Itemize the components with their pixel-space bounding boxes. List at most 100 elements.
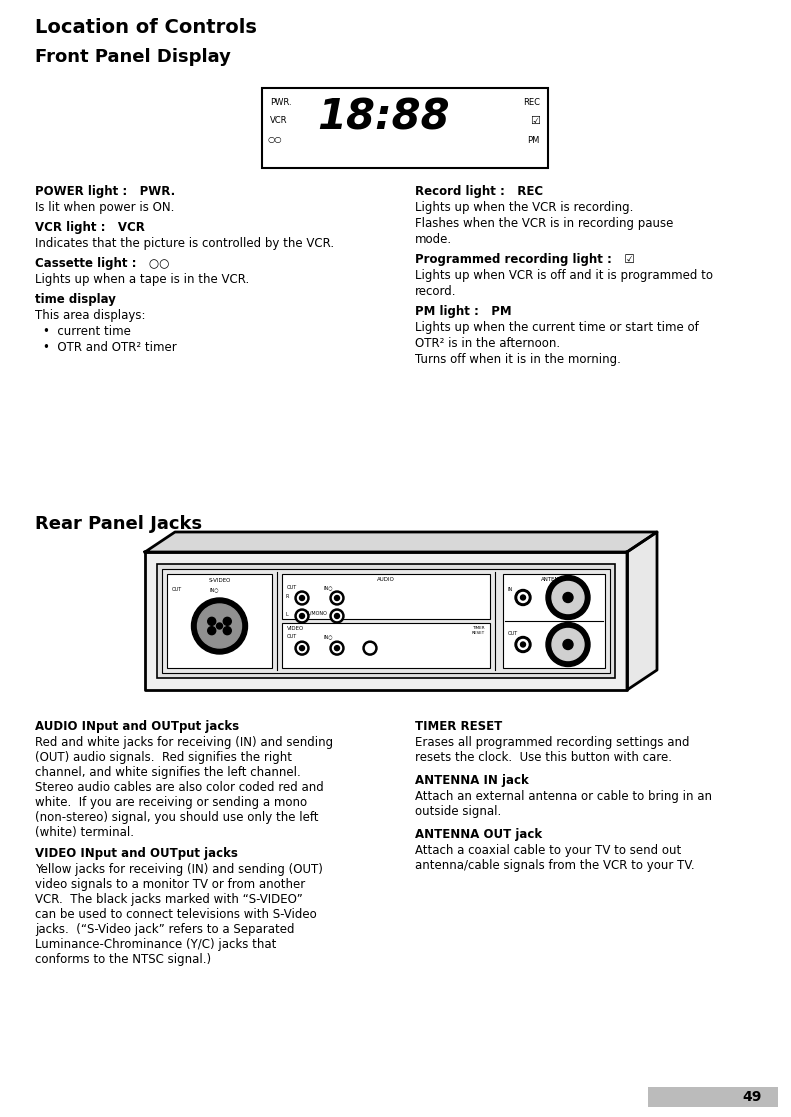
Circle shape [330,591,344,605]
Circle shape [297,593,306,602]
Circle shape [335,646,339,650]
Text: outside signal.: outside signal. [415,805,501,818]
Text: PM light :   PM: PM light : PM [415,305,512,318]
Circle shape [335,613,339,619]
Circle shape [300,646,305,650]
Text: ○○: ○○ [268,135,282,144]
Text: AUDIO INput and OUTput jacks: AUDIO INput and OUTput jacks [35,720,239,733]
Text: Attach an external antenna or cable to bring in an: Attach an external antenna or cable to b… [415,790,712,803]
Text: VIDEO: VIDEO [287,627,305,631]
Text: Flashes when the VCR is in recording pause: Flashes when the VCR is in recording pau… [415,217,673,230]
Text: record.: record. [415,285,456,298]
Text: R: R [285,594,289,599]
Text: 18:88: 18:88 [317,96,449,139]
Text: AUDIO: AUDIO [377,577,395,582]
Text: Programmed recording light :   ☑: Programmed recording light : ☑ [415,252,634,266]
Text: ANTENNA IN jack: ANTENNA IN jack [415,774,528,787]
Text: VIDEO INput and OUTput jacks: VIDEO INput and OUTput jacks [35,847,238,860]
Text: ANTENNA: ANTENNA [541,577,567,582]
Text: Record light :   REC: Record light : REC [415,185,543,198]
Circle shape [198,604,241,648]
Text: Cassette light :   ○○: Cassette light : ○○ [35,257,169,270]
Circle shape [295,591,309,605]
Circle shape [552,582,584,613]
Text: •  current time: • current time [43,325,131,338]
Circle shape [518,592,528,602]
Text: Red and white jacks for receiving (IN) and sending: Red and white jacks for receiving (IN) a… [35,736,333,750]
Circle shape [546,622,590,667]
FancyBboxPatch shape [282,574,490,619]
Text: S-VIDEO: S-VIDEO [208,577,231,583]
Circle shape [365,643,374,652]
Text: white.  If you are receiving or sending a mono: white. If you are receiving or sending a… [35,796,307,809]
Text: Erases all programmed recording settings and: Erases all programmed recording settings… [415,736,690,750]
Text: POWER light :   PWR.: POWER light : PWR. [35,185,176,198]
Text: PWR.: PWR. [270,98,292,107]
Text: Lights up when the current time or start time of: Lights up when the current time or start… [415,321,698,334]
FancyBboxPatch shape [162,569,610,674]
Circle shape [300,613,305,619]
Text: Location of Controls: Location of Controls [35,18,257,37]
Circle shape [332,611,342,621]
Text: 49: 49 [743,1090,762,1104]
Text: mode.: mode. [415,233,452,246]
Circle shape [330,609,344,623]
Text: ANTENNA OUT jack: ANTENNA OUT jack [415,828,542,841]
Text: VCR.  The black jacks marked with “S-VIDEO”: VCR. The black jacks marked with “S-VIDE… [35,892,303,906]
Circle shape [223,627,231,634]
Circle shape [518,640,528,649]
FancyBboxPatch shape [648,1087,778,1107]
Circle shape [297,643,306,652]
Circle shape [335,595,339,601]
Circle shape [332,643,342,652]
Text: Turns off when it is in the morning.: Turns off when it is in the morning. [415,353,621,366]
Text: Lights up when a tape is in the VCR.: Lights up when a tape is in the VCR. [35,273,249,286]
Text: (non-stereo) signal, you should use only the left: (non-stereo) signal, you should use only… [35,811,319,824]
Text: antenna/cable signals from the VCR to your TV.: antenna/cable signals from the VCR to yo… [415,859,694,872]
Text: ☑: ☑ [530,116,540,126]
Circle shape [520,595,525,600]
Text: PM: PM [528,136,540,145]
Circle shape [297,611,306,621]
Text: Rear Panel Jacks: Rear Panel Jacks [35,515,202,533]
Circle shape [515,590,531,605]
Circle shape [515,637,531,652]
Circle shape [191,598,248,653]
Text: channel, and white signifies the left channel.: channel, and white signifies the left ch… [35,766,301,779]
Text: OUT: OUT [508,631,518,636]
Circle shape [208,627,216,634]
Circle shape [520,642,525,647]
Text: resets the clock.  Use this button with care.: resets the clock. Use this button with c… [415,751,672,764]
Text: jacks.  (“S-Video jack” refers to a Separated: jacks. (“S-Video jack” refers to a Separ… [35,923,294,936]
Text: Stereo audio cables are also color coded red and: Stereo audio cables are also color coded… [35,781,324,794]
Text: Is lit when power is ON.: Is lit when power is ON. [35,201,174,214]
Text: IN○: IN○ [324,634,334,639]
Circle shape [563,640,573,649]
Text: Yellow jacks for receiving (IN) and sending (OUT): Yellow jacks for receiving (IN) and send… [35,863,323,876]
Text: L/MONO: L/MONO [307,610,327,615]
Circle shape [217,623,222,629]
Text: Lights up when VCR is off and it is programmed to: Lights up when VCR is off and it is prog… [415,269,713,281]
FancyBboxPatch shape [503,574,605,668]
Text: TIMER
RESET: TIMER RESET [471,627,485,636]
FancyBboxPatch shape [167,574,272,668]
Text: L: L [285,612,288,617]
Circle shape [295,609,309,623]
Text: can be used to connect televisions with S-Video: can be used to connect televisions with … [35,908,316,922]
Text: IN: IN [508,588,513,592]
Text: Attach a coaxial cable to your TV to send out: Attach a coaxial cable to your TV to sen… [415,844,681,857]
Text: Luminance-Chrominance (Y/C) jacks that: Luminance-Chrominance (Y/C) jacks that [35,938,276,951]
Circle shape [295,641,309,655]
Text: REC: REC [523,98,540,107]
FancyBboxPatch shape [157,564,615,678]
Text: OUT: OUT [287,634,297,639]
Polygon shape [145,552,627,690]
Text: Indicates that the picture is controlled by the VCR.: Indicates that the picture is controlled… [35,237,334,250]
Text: •  OTR and OTR² timer: • OTR and OTR² timer [43,341,176,354]
FancyBboxPatch shape [282,623,490,668]
FancyBboxPatch shape [262,88,548,168]
Text: Front Panel Display: Front Panel Display [35,48,231,66]
Text: OUT: OUT [172,588,182,592]
Text: This area displays:: This area displays: [35,309,146,322]
Text: OTR² is in the afternoon.: OTR² is in the afternoon. [415,337,560,350]
